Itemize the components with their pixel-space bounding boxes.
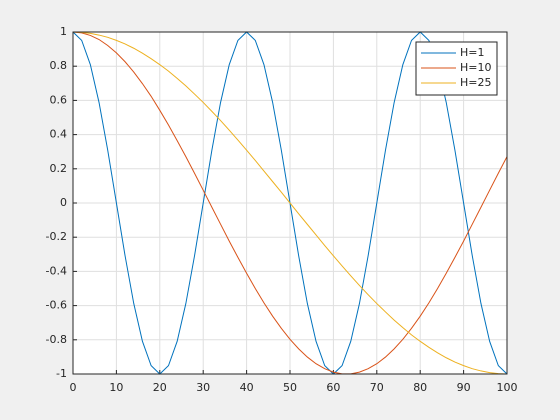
legend-label: H=25 (460, 76, 492, 89)
y-tick-label: 0.6 (50, 93, 68, 106)
line (72, 31, 508, 375)
x-tick-label: 40 (240, 381, 254, 394)
y-tick-label: 0 (60, 196, 67, 209)
x-tick-label: 10 (109, 381, 123, 394)
legend-label: H=10 (460, 61, 492, 74)
legend: H=1 H=10 H=25 (415, 41, 498, 96)
x-tick-label: 100 (497, 381, 518, 394)
x-tick-label: 70 (370, 381, 384, 394)
y-tick-label: -0.2 (46, 230, 67, 243)
x-tick-label: 50 (283, 381, 297, 394)
x-tick-label: 30 (196, 381, 210, 394)
x-tick-label: 80 (413, 381, 427, 394)
x-tick-label: 0 (70, 381, 77, 394)
y-tick-label: -0.6 (46, 299, 67, 312)
y-tick-label: -0.8 (46, 333, 67, 346)
y-tick-label: 1 (60, 25, 67, 38)
line (72, 31, 508, 375)
y-tick-label: -1 (56, 367, 67, 380)
y-tick-label: -0.4 (46, 264, 67, 277)
x-tick-label: 60 (326, 381, 340, 394)
y-tick-label: 0.8 (50, 59, 68, 72)
x-tick-label: 20 (153, 381, 167, 394)
x-tick-label: 90 (457, 381, 471, 394)
legend-label: H=1 (460, 46, 485, 59)
y-tick-label: 0.4 (50, 128, 68, 141)
y-tick-label: 0.2 (50, 162, 68, 175)
axes-box (72, 31, 508, 375)
